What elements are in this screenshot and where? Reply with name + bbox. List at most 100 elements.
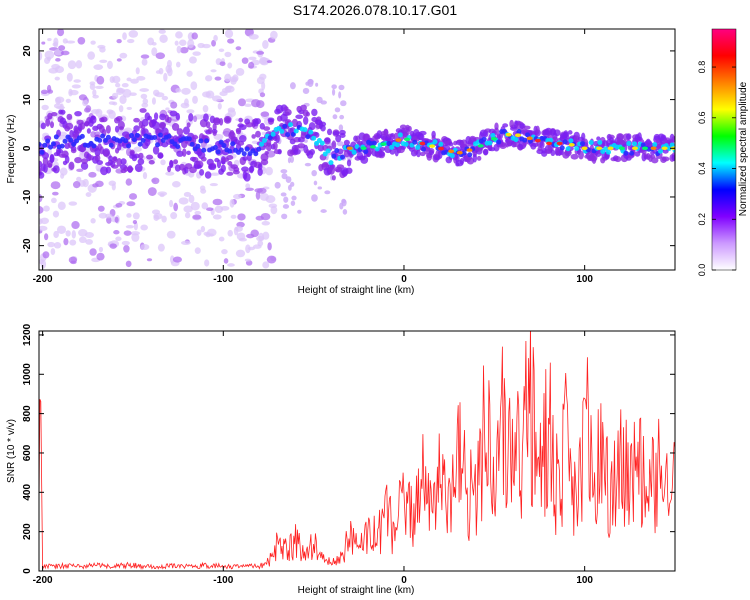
heatmap-noise-cell <box>53 230 59 239</box>
heatmap-noise-cell <box>224 29 234 39</box>
heatmap-noise-cell <box>96 75 105 85</box>
heatmap-noise-cell <box>97 44 106 49</box>
heatmap-noise-cell <box>334 107 341 113</box>
heatmap-band-cell <box>74 157 82 164</box>
heatmap-noise-cell <box>47 241 55 248</box>
heatmap-band-cell <box>263 126 271 131</box>
heatmap-noise-cell <box>291 195 297 201</box>
heatmap-peak-cell <box>395 138 402 142</box>
heatmap-band-cell <box>626 133 632 141</box>
heatmap-band-cell <box>166 116 172 124</box>
heatmap-noise-cell <box>305 81 310 86</box>
heatmap-noise-cell <box>112 101 118 106</box>
heatmap-band-cell <box>86 128 91 134</box>
heatmap-band-cell <box>293 148 301 155</box>
heatmap-band-cell <box>100 116 108 123</box>
heatmap-noise-cell <box>227 38 235 44</box>
heatmap-core-cell <box>267 135 273 141</box>
heatmap-noise-cell <box>188 194 195 204</box>
heatmap-noise-cell <box>217 102 222 110</box>
colorbar-tick-label: 0.2 <box>697 213 707 226</box>
heatmap-core-cell <box>588 139 594 145</box>
heatmap-band-cell <box>235 127 242 133</box>
heatmap-noise-cell <box>214 76 222 81</box>
heatmap-core-cell <box>212 144 218 150</box>
heatmap-noise-cell <box>304 162 312 167</box>
heatmap-noise-cell <box>50 248 56 256</box>
heatmap-band-cell <box>129 149 135 156</box>
heatmap-noise-cell <box>52 210 60 218</box>
heatmap-noise-cell <box>89 83 96 90</box>
heatmap-band-cell <box>324 138 331 143</box>
heatmap-band-cell <box>255 118 261 125</box>
heatmap-core-cell <box>152 134 158 140</box>
heatmap-noise-cell <box>290 200 296 206</box>
heatmap-noise-cell <box>57 29 65 37</box>
heatmap-band-cell <box>591 155 597 164</box>
heatmap-band-cell <box>147 115 152 121</box>
heatmap-noise-cell <box>78 236 87 244</box>
heatmap-band-cell <box>175 112 180 121</box>
heatmap-band-cell <box>331 140 337 150</box>
heatmap-noise-cell <box>119 95 127 104</box>
heatmap-noise-cell <box>283 196 289 203</box>
heatmap-noise-cell <box>248 33 259 40</box>
heatmap-band-cell <box>182 148 187 157</box>
heatmap-noise-cell <box>106 216 112 224</box>
heatmap-core-cell <box>123 138 129 144</box>
heatmap-noise-cell <box>90 40 96 45</box>
heatmap-core-cell <box>261 137 267 143</box>
heatmap-noise-cell <box>51 197 57 204</box>
heatmap-noise-cell <box>244 103 252 107</box>
heatmap-noise-cell <box>331 84 337 90</box>
heatmap-band-cell <box>153 112 159 121</box>
heatmap-noise-cell <box>133 146 142 152</box>
heatmap-peak-cell <box>661 146 668 151</box>
heatmap-noise-cell <box>42 251 50 259</box>
heatmap-band-cell <box>265 142 272 152</box>
spectrogram-x-tick-label: -100 <box>213 274 233 285</box>
heatmap-band-cell <box>614 156 622 163</box>
heatmap-core-cell <box>669 142 675 148</box>
heatmap-core-cell <box>308 129 314 135</box>
heatmap-noise-cell <box>106 109 114 115</box>
heatmap-peak-cell <box>346 146 353 151</box>
heatmap-band-cell <box>152 145 160 155</box>
heatmap-noise-cell <box>180 240 191 245</box>
heatmap-noise-cell <box>65 98 71 104</box>
heatmap-core-cell <box>218 139 224 145</box>
heatmap-band-cell <box>476 155 482 161</box>
heatmap-core-cell <box>270 131 276 137</box>
heatmap-noise-cell <box>153 212 163 220</box>
spectrogram-x-axis-label: Height of straight line (km) <box>298 285 415 296</box>
heatmap-band-cell <box>103 149 110 158</box>
heatmap-band-cell <box>126 166 134 172</box>
heatmap-noise-cell <box>151 97 156 105</box>
heatmap-core-cell <box>652 142 658 148</box>
heatmap-noise-cell <box>262 40 269 49</box>
heatmap-noise-cell <box>128 193 138 200</box>
heatmap-noise-cell <box>184 212 191 219</box>
heatmap-noise-cell <box>142 98 149 105</box>
heatmap-noise-cell <box>175 31 183 39</box>
heatmap-noise-cell <box>65 40 76 44</box>
heatmap-noise-cell <box>95 180 104 188</box>
heatmap-noise-cell <box>247 246 256 251</box>
heatmap-band-cell <box>328 166 335 175</box>
heatmap-noise-cell <box>89 248 97 256</box>
heatmap-noise-cell <box>203 231 210 236</box>
heatmap-band-cell <box>260 159 269 166</box>
heatmap-noise-cell <box>257 240 264 247</box>
heatmap-core-cell <box>45 138 51 144</box>
heatmap-noise-cell <box>70 260 77 265</box>
heatmap-core-cell <box>134 132 140 138</box>
heatmap-noise-cell <box>85 239 93 245</box>
heatmap-noise-cell <box>192 214 202 220</box>
heatmap-noise-cell <box>235 68 245 76</box>
heatmap-noise-cell <box>205 75 213 82</box>
heatmap-core-cell <box>311 135 317 141</box>
heatmap-peak-cell <box>438 146 445 151</box>
heatmap-band-cell <box>148 160 155 165</box>
heatmap-band-cell <box>114 125 120 133</box>
snr-y-tick-label: 600 <box>22 444 33 461</box>
